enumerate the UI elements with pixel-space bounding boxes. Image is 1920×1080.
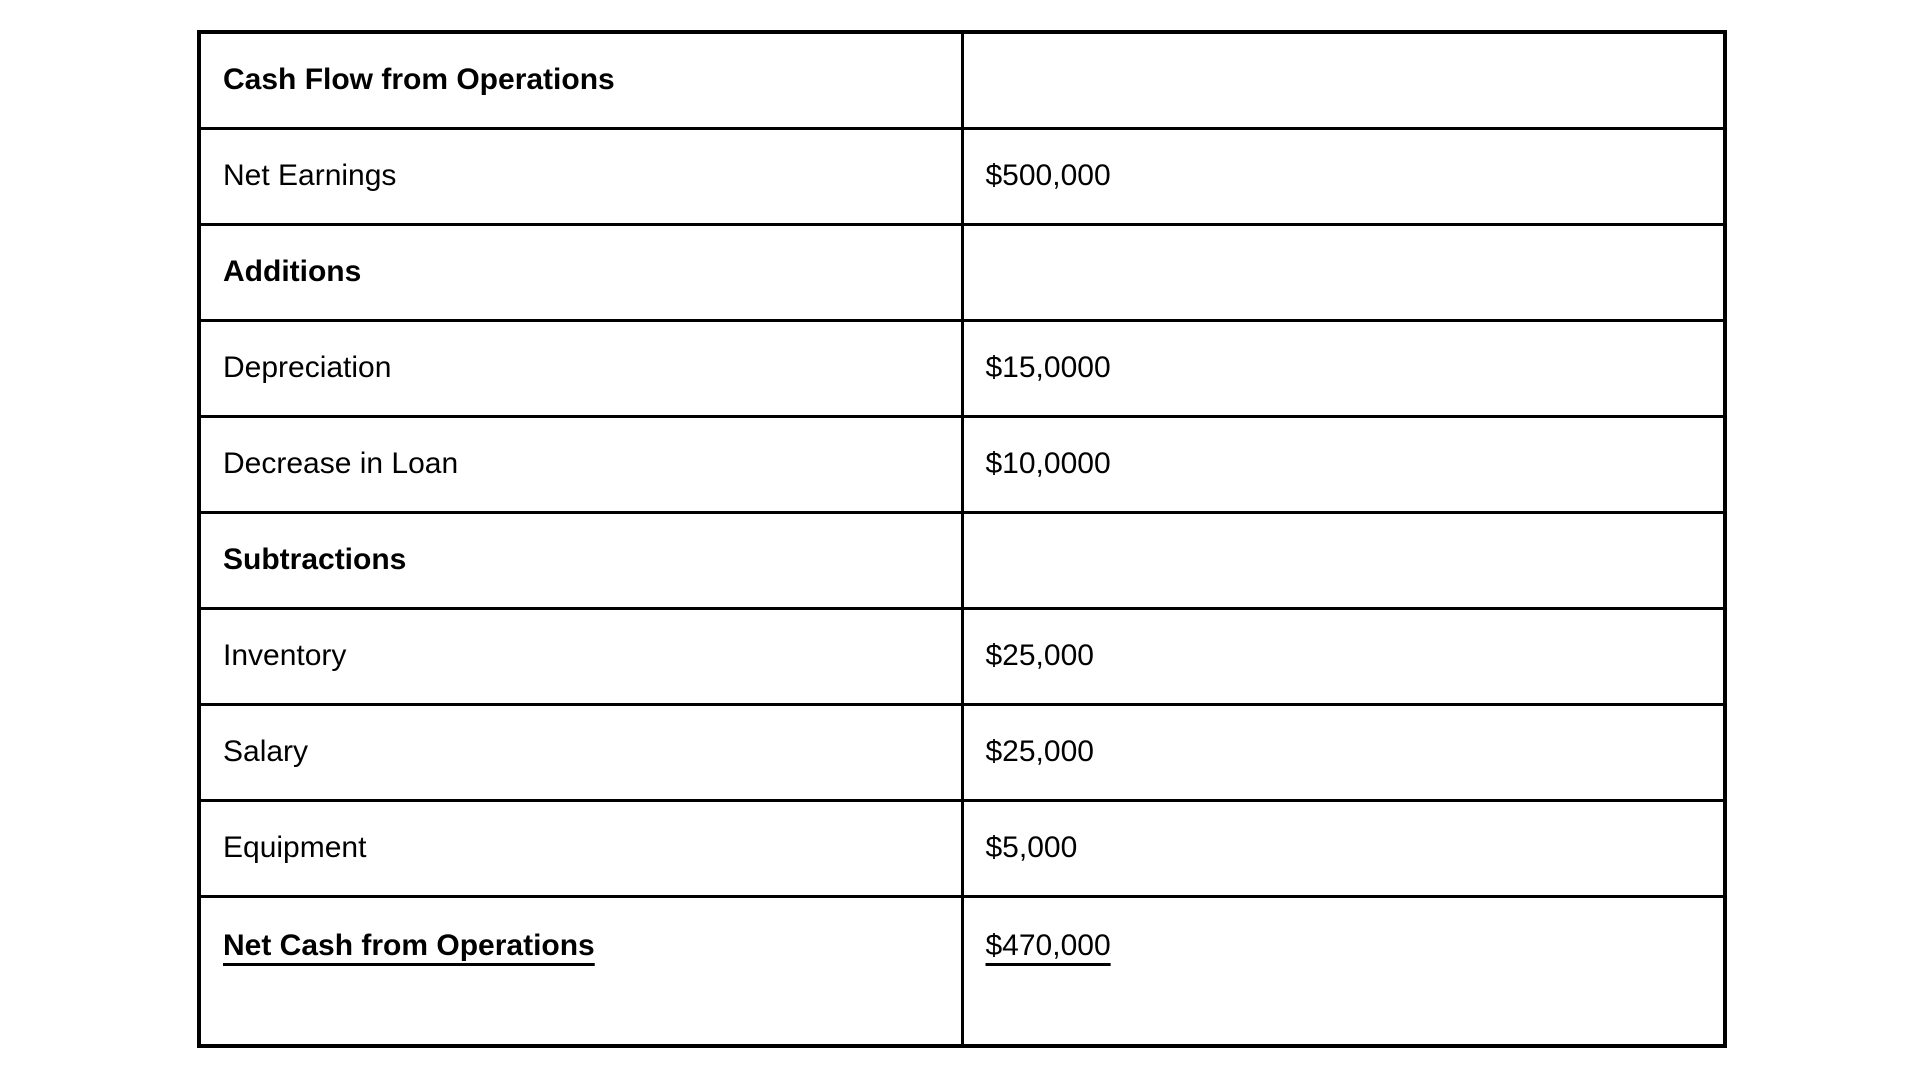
- table-row: Additions: [197, 222, 1727, 322]
- row-value: $25,000: [985, 639, 1094, 672]
- table-row: Salary $25,000: [197, 702, 1727, 802]
- row-value: $500,000: [985, 159, 1111, 192]
- row-label-cell: Cash Flow from Operations: [197, 30, 964, 130]
- row-label: Equipment: [223, 831, 367, 864]
- row-value: $25,000: [985, 735, 1094, 768]
- row-value-cell: [960, 222, 1727, 322]
- table-row: Equipment $5,000: [197, 798, 1727, 898]
- row-value-cell: $25,000: [960, 606, 1727, 706]
- table-row: Inventory $25,000: [197, 606, 1727, 706]
- row-label: Cash Flow from Operations: [223, 63, 615, 97]
- cash-flow-table-body: Cash Flow from Operations Net Earnings $50…: [197, 30, 1727, 1048]
- table-row: Cash Flow from Operations: [197, 30, 1727, 130]
- row-label: Additions: [223, 255, 362, 288]
- row-value-cell: $500,000: [960, 126, 1727, 226]
- table-row: Net Cash from Operations $470,000: [197, 894, 1727, 1048]
- table-row: Depreciation $15,0000: [197, 318, 1727, 418]
- row-value-cell: $25,000: [960, 702, 1727, 802]
- cash-flow-table: Cash Flow from Operations Net Earnings $50…: [197, 30, 1727, 1048]
- row-label: Net Cash from Operations: [223, 928, 595, 962]
- row-label-cell: Decrease in Loan: [197, 414, 964, 514]
- row-value: $470,000: [985, 928, 1111, 962]
- row-value-cell: $10,0000: [960, 414, 1727, 514]
- row-label-cell: Net Cash from Operations: [197, 894, 964, 1048]
- row-value: $15,0000: [985, 351, 1111, 384]
- row-value: $10,0000: [985, 447, 1111, 480]
- row-label-cell: Net Earnings: [197, 126, 964, 226]
- table-row: Decrease in Loan $10,0000: [197, 414, 1727, 514]
- row-label: Depreciation: [223, 351, 392, 384]
- row-value-cell: $5,000: [960, 798, 1727, 898]
- row-label: Salary: [223, 735, 309, 768]
- row-value: $5,000: [985, 831, 1078, 864]
- row-value-cell: $15,0000: [960, 318, 1727, 418]
- row-label-cell: Salary: [197, 702, 964, 802]
- row-label-cell: Equipment: [197, 798, 964, 898]
- table-row: Subtractions: [197, 510, 1727, 610]
- table-row: Net Earnings $500,000: [197, 126, 1727, 226]
- row-label-cell: Inventory: [197, 606, 964, 706]
- row-label-cell: Additions: [197, 222, 964, 322]
- row-label-cell: Depreciation: [197, 318, 964, 418]
- row-label: Inventory: [223, 639, 347, 672]
- row-value-cell: $470,000: [960, 894, 1727, 1048]
- row-value-cell: [960, 30, 1727, 130]
- row-label: Net Earnings: [223, 159, 397, 192]
- row-label: Subtractions: [223, 543, 407, 576]
- row-label-cell: Subtractions: [197, 510, 964, 610]
- row-label: Decrease in Loan: [223, 447, 459, 480]
- row-value-cell: [960, 510, 1727, 610]
